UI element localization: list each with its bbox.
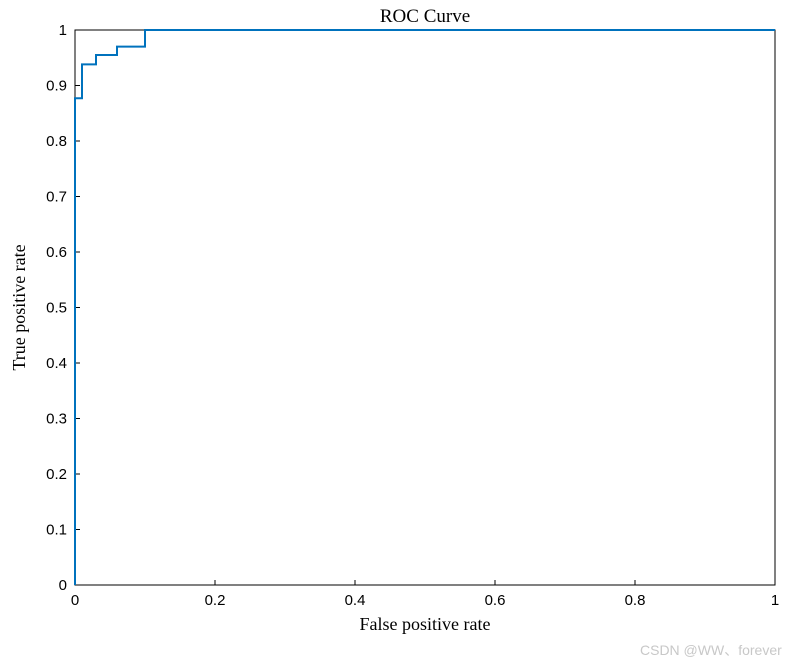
svg-text:0.7: 0.7 [46, 189, 67, 206]
svg-text:0.4: 0.4 [46, 355, 67, 372]
svg-text:0.6: 0.6 [46, 244, 67, 261]
svg-text:0.6: 0.6 [485, 592, 506, 609]
roc-chart: 0 0.2 0.4 0.6 0.8 1 0 0.1 0.2 0.3 0.4 0.5 0.6 0.7 0.8 0… [0, 0, 804, 655]
svg-text:ROC Curve: ROC Curve [380, 6, 470, 27]
svg-text:0.1: 0.1 [46, 522, 67, 539]
svg-text:0.8: 0.8 [625, 592, 646, 609]
svg-text:True positive rate: True positive rate [9, 244, 29, 370]
svg-text:False positive rate: False positive rate [360, 614, 491, 634]
svg-text:0: 0 [59, 577, 67, 594]
svg-text:1: 1 [59, 22, 67, 39]
svg-text:0.5: 0.5 [46, 300, 67, 317]
svg-text:0.2: 0.2 [205, 592, 226, 609]
svg-text:1: 1 [771, 592, 779, 609]
svg-text:0.8: 0.8 [46, 133, 67, 150]
svg-text:0.4: 0.4 [345, 592, 366, 609]
roc-chart-container: 0 0.2 0.4 0.6 0.8 1 0 0.1 0.2 0.3 0.4 0.5 0.6 0.7 0.8 0… [0, 0, 804, 655]
svg-text:0: 0 [71, 592, 79, 609]
svg-text:0.3: 0.3 [46, 411, 67, 428]
svg-text:0.9: 0.9 [46, 78, 67, 95]
svg-text:0.2: 0.2 [46, 466, 67, 483]
